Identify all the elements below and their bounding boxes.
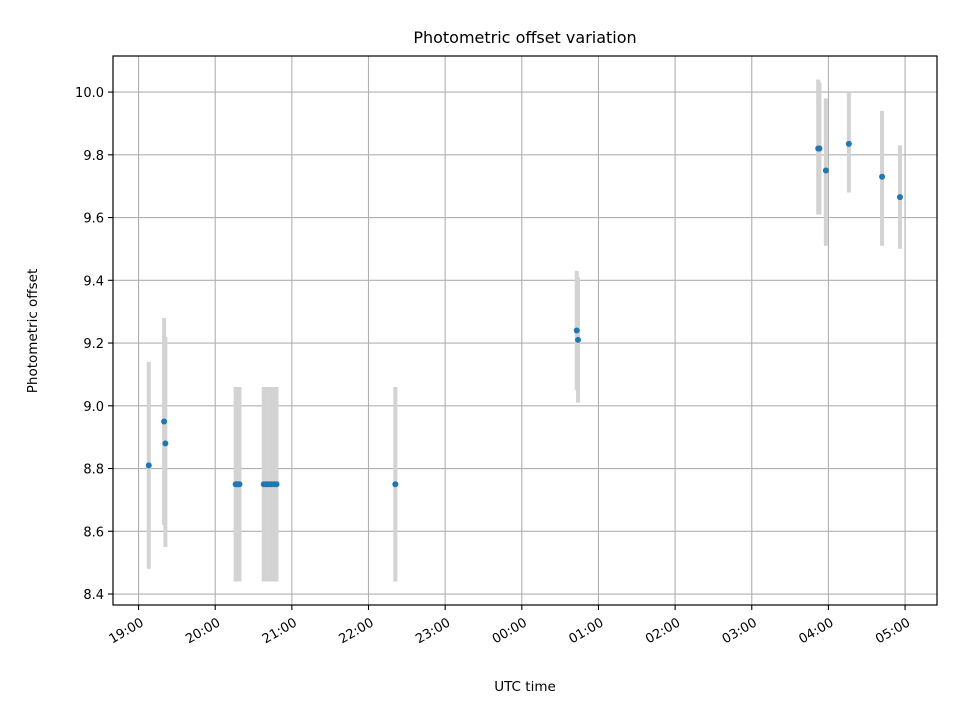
y-tick-label: 8.8: [83, 463, 104, 478]
data-point: [236, 481, 243, 488]
y-tick-label: 10.0: [75, 86, 104, 101]
data-points: [145, 140, 903, 488]
data-point: [392, 481, 399, 488]
y-tick-label: 9.0: [83, 400, 104, 415]
y-tick-label: 9.2: [83, 337, 104, 352]
y-tick-label: 9.8: [83, 149, 104, 164]
y-tick-label: 8.4: [83, 588, 104, 603]
data-point: [822, 167, 829, 174]
data-point: [575, 336, 582, 343]
chart-title: Photometric offset variation: [413, 28, 636, 47]
y-axis-ticks: 8.4 8.6 8.8 9.0 9.2 9.4 9.6 9.8 10.0: [75, 86, 113, 603]
y-axis-label: Photometric offset: [25, 269, 41, 393]
data-point: [573, 327, 580, 334]
data-point: [161, 418, 168, 425]
grid-layer: [113, 56, 937, 605]
y-tick-label: 9.4: [83, 274, 104, 289]
data-point: [162, 440, 169, 447]
data-point: [879, 173, 886, 180]
data-point: [896, 194, 903, 201]
data-point: [273, 481, 280, 488]
data-point: [816, 145, 823, 152]
data-point: [145, 462, 152, 469]
y-tick-label: 9.6: [83, 212, 104, 227]
y-tick-label: 8.6: [83, 525, 104, 540]
data-point: [845, 140, 852, 147]
plot-frame: [112, 55, 938, 606]
x-axis-label: UTC time: [494, 679, 556, 695]
